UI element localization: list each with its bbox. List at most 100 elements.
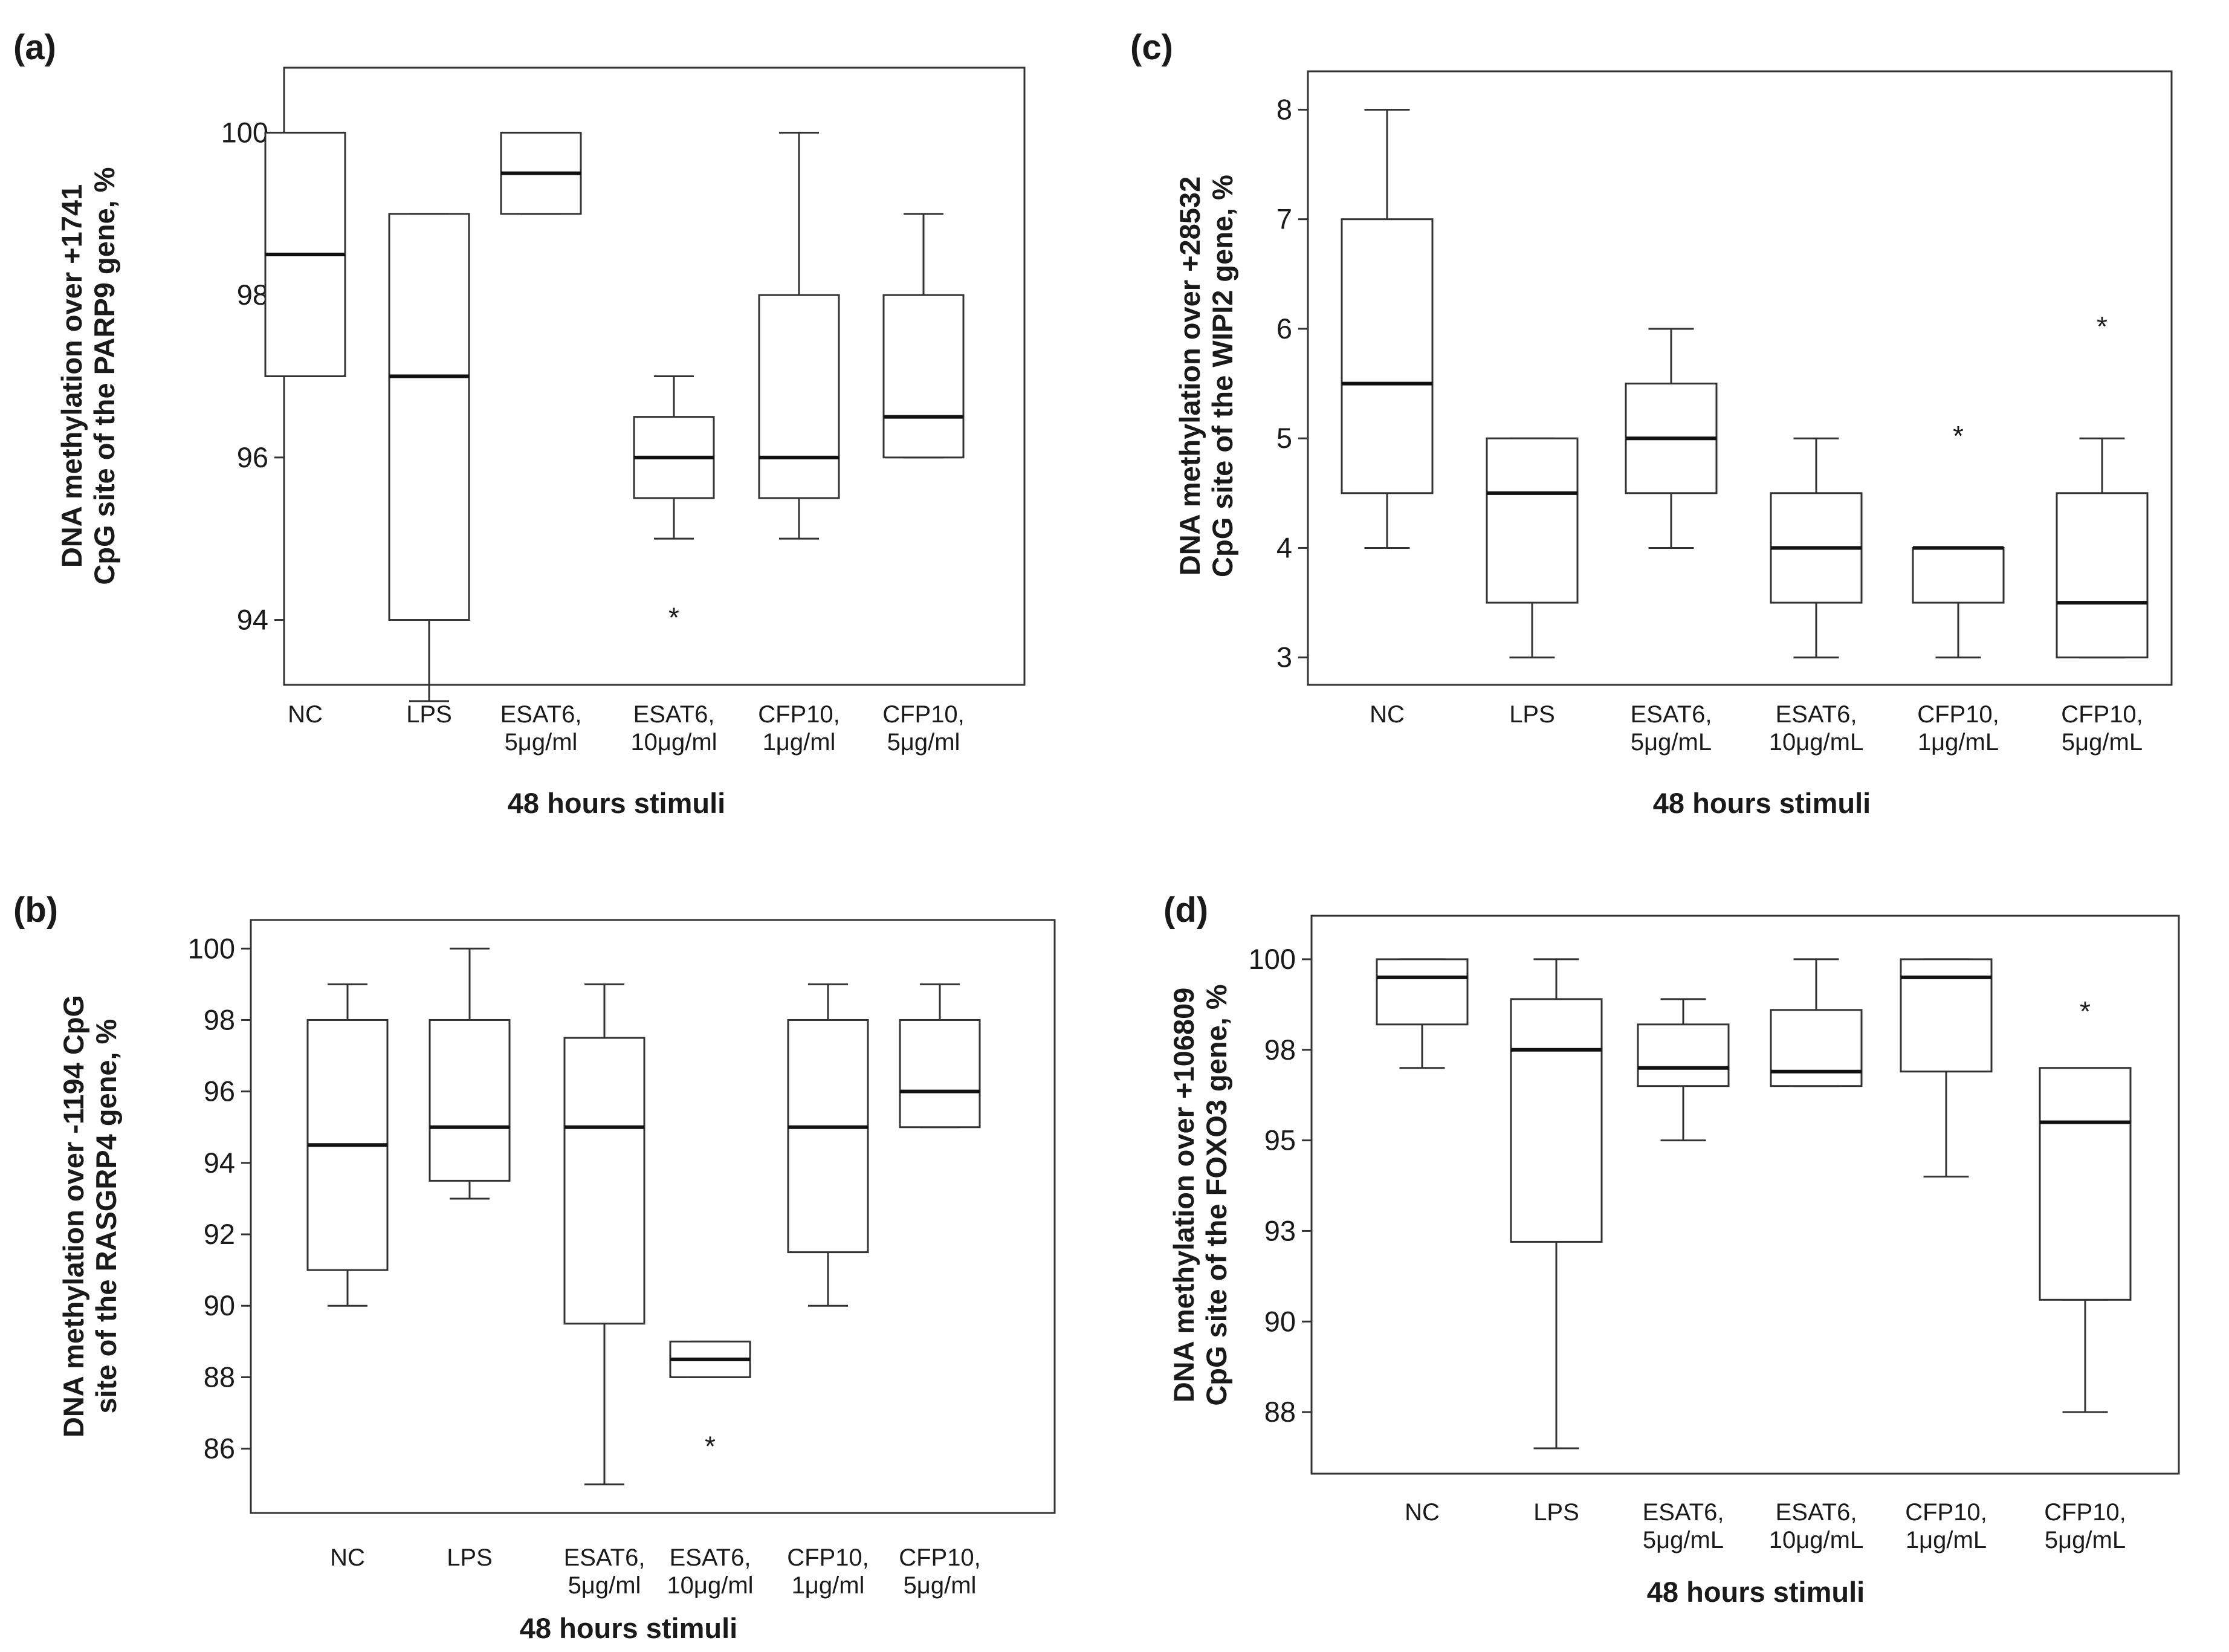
outlier-marker: * xyxy=(705,1431,716,1462)
x-tick-label-line: ESAT6, xyxy=(633,701,715,728)
iqr-box xyxy=(1770,1009,1863,1087)
box-0 xyxy=(1341,108,1434,549)
y-tick-label: 100 xyxy=(188,932,235,964)
x-tick-label-line: 10μg/ml xyxy=(667,1572,753,1599)
x-tick-label: CFP10, 1μg/mL xyxy=(1917,701,1999,756)
x-tick-label: ESAT6, 5μg/ml xyxy=(564,1544,645,1599)
plot-frame xyxy=(1307,70,2173,686)
iqr-box xyxy=(899,1019,981,1129)
y-tick-label: 8 xyxy=(1276,93,1292,125)
box-4 xyxy=(758,131,840,540)
x-tick-label-line: ESAT6, xyxy=(500,701,582,728)
x-tick-label-line: 10μg/mL xyxy=(1769,1527,1863,1553)
plot-frame xyxy=(250,919,1056,1514)
x-tick-label-line: CFP10, xyxy=(758,701,840,728)
x-tick-label-line: ESAT6, xyxy=(1776,701,1857,728)
iqr-box xyxy=(1341,218,1434,494)
x-tick-label-line: CFP10, xyxy=(882,701,965,728)
outlier-marker: * xyxy=(668,602,679,633)
y-tick-label: 88 xyxy=(1264,1396,1296,1428)
x-tick-label-line: CFP10, xyxy=(787,1544,869,1571)
y-tick-label: 4 xyxy=(1276,531,1292,563)
outlier-marker: * xyxy=(2080,996,2091,1027)
box-5: * xyxy=(2056,311,2149,659)
x-tick-label: CFP10, 5μg/ml xyxy=(882,701,965,756)
x-tick-label-line: 1μg/mL xyxy=(1918,729,1999,756)
x-tick-label-line: 10μg/mL xyxy=(1769,729,1863,756)
x-tick-label: ESAT6, 5μg/mL xyxy=(1643,1499,1724,1553)
x-tick-label: NC xyxy=(288,701,323,728)
box-2 xyxy=(1625,328,1718,549)
outlier-marker: * xyxy=(2097,311,2108,342)
x-tick-label-line: 5μg/ml xyxy=(887,729,960,756)
y-tick-label: 98 xyxy=(204,1003,235,1035)
box-5 xyxy=(882,213,965,459)
x-tick-label-line: 1μg/mL xyxy=(1906,1527,1987,1553)
x-tick-label-line: LPS xyxy=(447,1544,493,1571)
iqr-box xyxy=(787,1019,869,1254)
box-4 xyxy=(1900,958,1993,1178)
box-3 xyxy=(1770,958,1863,1087)
x-tick-label-line: CFP10, xyxy=(2061,701,2143,728)
y-axis-title-line: DNA methylation over +106809 xyxy=(1168,988,1200,1403)
x-axis-title: 48 hours stimuli xyxy=(520,1612,737,1644)
y-tick-label: 96 xyxy=(237,441,268,473)
y-tick-label: 6 xyxy=(1276,313,1292,345)
iqr-box xyxy=(388,213,470,621)
box-5 xyxy=(899,983,981,1129)
box-0 xyxy=(306,983,389,1307)
x-tick-label: CFP10, 1μg/ml xyxy=(787,1544,869,1599)
x-tick-label-line: 5μg/mL xyxy=(2062,729,2143,756)
x-tick-label-line: ESAT6, xyxy=(1643,1499,1724,1526)
panel-label: (d) xyxy=(1163,890,1208,930)
y-tick-label: 90 xyxy=(1264,1305,1296,1337)
x-tick-label-line: CFP10, xyxy=(899,1544,981,1571)
x-tick-label: NC xyxy=(1405,1499,1440,1526)
x-tick-label: CFP10, 1μg/ml xyxy=(758,701,840,756)
y-axis-title-line: site of the RASGRP4 gene, % xyxy=(90,1019,122,1414)
iqr-box xyxy=(2039,1067,2132,1301)
y-tick-label: 92 xyxy=(204,1218,235,1250)
x-tick-label-line: 5μg/mL xyxy=(1631,729,1712,756)
box-1 xyxy=(388,213,470,702)
iqr-box xyxy=(1486,437,1579,604)
x-tick-label: CFP10, 5μg/mL xyxy=(2044,1499,2126,1553)
x-tick-label-line: 5μg/mL xyxy=(1643,1527,1724,1553)
x-tick-label-line: 5μg/mL xyxy=(2045,1527,2126,1553)
x-tick-label-line: ESAT6, xyxy=(564,1544,645,1571)
x-tick-label: LPS xyxy=(447,1544,493,1571)
y-tick-label: 100 xyxy=(1249,943,1296,975)
iqr-box xyxy=(1376,958,1469,1026)
x-axis-title: 48 hours stimuli xyxy=(508,787,725,819)
x-tick-label: LPS xyxy=(1533,1499,1579,1526)
y-tick-label: 96 xyxy=(204,1075,235,1107)
chart-panel-c: (c) 3 4 5 6 7 8 DNA methylation over +28532CpG … xyxy=(1130,28,2173,819)
y-tick-label: 98 xyxy=(237,279,268,311)
y-axis-title: DNA methylation over +28532CpG site of t… xyxy=(1174,175,1238,577)
y-tick-label: 3 xyxy=(1276,641,1292,673)
box-2 xyxy=(1637,998,1730,1142)
chart-panel-a: (a) 94 96 98 100 DNA methylation over +1741Cp… xyxy=(13,28,1026,819)
panel-label: (a) xyxy=(13,28,56,67)
box-1 xyxy=(1510,958,1603,1450)
x-tick-label: NC xyxy=(1370,701,1405,728)
y-axis-title: DNA methylation over +106809CpG site of … xyxy=(1168,984,1232,1405)
x-tick-label: CFP10, 1μg/mL xyxy=(1905,1499,1987,1553)
iqr-box xyxy=(563,1037,645,1325)
x-tick-label-line: LPS xyxy=(1509,701,1555,728)
box-3 xyxy=(1770,437,1863,659)
box-0 xyxy=(264,131,346,377)
box-3: * xyxy=(633,375,715,633)
x-tick-label-line: 1μg/ml xyxy=(792,1572,865,1599)
x-tick-label: CFP10, 5μg/ml xyxy=(899,1544,981,1599)
plot-frame xyxy=(1310,915,2180,1475)
chart-panel-d: (d) 88 90 93 95 98 100 DNA methylation over +10… xyxy=(1163,890,2180,1608)
y-tick-label: 88 xyxy=(204,1361,235,1393)
x-tick-label-line: NC xyxy=(330,1544,365,1571)
x-axis-title: 48 hours stimuli xyxy=(1647,1576,1865,1608)
y-tick-label: 93 xyxy=(1264,1214,1296,1246)
x-tick-label-line: 5μg/ml xyxy=(568,1572,641,1599)
y-tick-label: 95 xyxy=(1264,1124,1296,1156)
x-tick-label-line: 5μg/ml xyxy=(904,1572,977,1599)
iqr-box xyxy=(758,294,840,499)
